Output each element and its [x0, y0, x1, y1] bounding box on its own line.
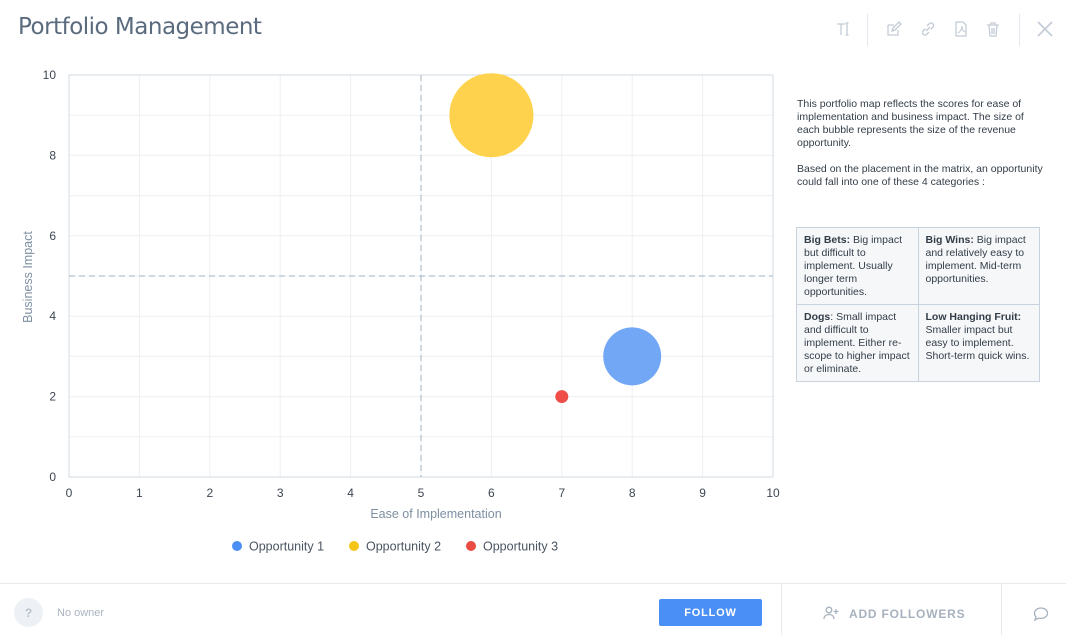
legend-label: Opportunity 2 [366, 540, 441, 554]
toolbar-divider [1019, 14, 1020, 46]
x-tick-label: 5 [418, 486, 425, 500]
y-tick-label: 4 [49, 309, 56, 323]
edit-icon[interactable] [883, 18, 905, 40]
category-name: Dogs [804, 311, 831, 323]
trash-icon[interactable] [982, 18, 1004, 40]
y-tick-label: 10 [43, 68, 57, 82]
bubble-opportunity-2 [449, 73, 534, 158]
add-followers-button[interactable]: ADD FOLLOWERS [823, 606, 965, 622]
chart-description: This portfolio map reflects the scores f… [797, 98, 1047, 202]
x-tick-label: 9 [699, 486, 706, 500]
category-low-hanging-fruit: Low Hanging Fruit: Smaller impact but ea… [917, 304, 1040, 382]
x-tick-label: 1 [136, 486, 143, 500]
legend-marker [232, 541, 242, 551]
legend: Opportunity 1 Opportunity 2 Opportunity 3 [232, 540, 558, 554]
category-text: Big impact but difficult to implement. U… [804, 234, 903, 298]
comment-icon[interactable] [1033, 606, 1049, 622]
x-tick-label: 8 [629, 486, 636, 500]
category-name: Big Wins: [925, 234, 974, 246]
add-user-icon [823, 606, 839, 623]
description-paragraph-2: Based on the placement in the matrix, an… [797, 163, 1043, 188]
x-tick-label: 4 [347, 486, 354, 500]
portfolio-chart: 0 1 2 3 4 5 6 7 8 9 10 0 2 4 6 8 10 Ease of Implementatio… [0, 60, 790, 580]
category-text: : Small impact and difficult to implemen… [804, 311, 910, 375]
pdf-icon[interactable] [950, 18, 972, 40]
y-tick-label: 8 [49, 148, 56, 162]
category-text: Smaller impact but easy to implement. Sh… [925, 324, 1030, 362]
x-tick-label: 0 [66, 486, 73, 500]
bubble-opportunity-3 [555, 390, 569, 404]
legend-marker [466, 541, 476, 551]
y-tick-label: 2 [49, 390, 56, 404]
footer-divider [781, 584, 782, 635]
follow-button[interactable]: FOLLOW [659, 599, 762, 626]
text-format-icon[interactable] [833, 18, 855, 40]
category-text: Big impact and relatively easy to implem… [925, 234, 1026, 285]
page-title: Portfolio Management [18, 14, 262, 40]
description-paragraph-1: This portfolio map reflects the scores f… [797, 98, 1024, 149]
bubbles [449, 73, 662, 404]
add-followers-label: ADD FOLLOWERS [849, 607, 966, 621]
legend-label: Opportunity 1 [249, 540, 324, 554]
category-name: Big Bets: [804, 234, 851, 246]
x-axis-label: Ease of Implementation [370, 507, 501, 521]
y-axis-label: Business Impact [21, 231, 35, 323]
bubble-chart: 0 1 2 3 4 5 6 7 8 9 10 0 2 4 6 8 10 Ease of Implementatio… [21, 68, 780, 554]
legend-label: Opportunity 3 [483, 540, 558, 554]
owner-label[interactable]: No owner [57, 607, 105, 619]
footer-bar: ? No owner FOLLOW ADD FOLLOWERS [0, 583, 1066, 635]
x-tick-label: 2 [206, 486, 213, 500]
x-tick-label: 6 [488, 486, 495, 500]
axes: 0 1 2 3 4 5 6 7 8 9 10 0 2 4 6 8 10 Ease of Implementatio… [21, 68, 780, 521]
x-tick-label: 3 [277, 486, 284, 500]
link-icon[interactable] [917, 18, 939, 40]
toolbar-divider [867, 14, 868, 46]
footer-divider [1001, 584, 1002, 635]
y-tick-label: 0 [49, 470, 56, 484]
close-icon[interactable] [1034, 18, 1056, 40]
category-table: Big Bets: Big impact but difficult to im… [796, 227, 1040, 382]
bubble-opportunity-1 [603, 327, 662, 386]
owner-avatar[interactable]: ? [14, 598, 43, 627]
category-big-wins: Big Wins: Big impact and relatively easy… [917, 227, 1040, 305]
legend-marker [349, 541, 359, 551]
y-tick-label: 6 [49, 229, 56, 243]
category-big-bets: Big Bets: Big impact but difficult to im… [796, 227, 919, 305]
category-dogs: Dogs: Small impact and difficult to impl… [796, 304, 919, 382]
x-tick-label: 10 [766, 486, 780, 500]
x-tick-label: 7 [558, 486, 565, 500]
category-name: Low Hanging Fruit: [925, 311, 1022, 323]
